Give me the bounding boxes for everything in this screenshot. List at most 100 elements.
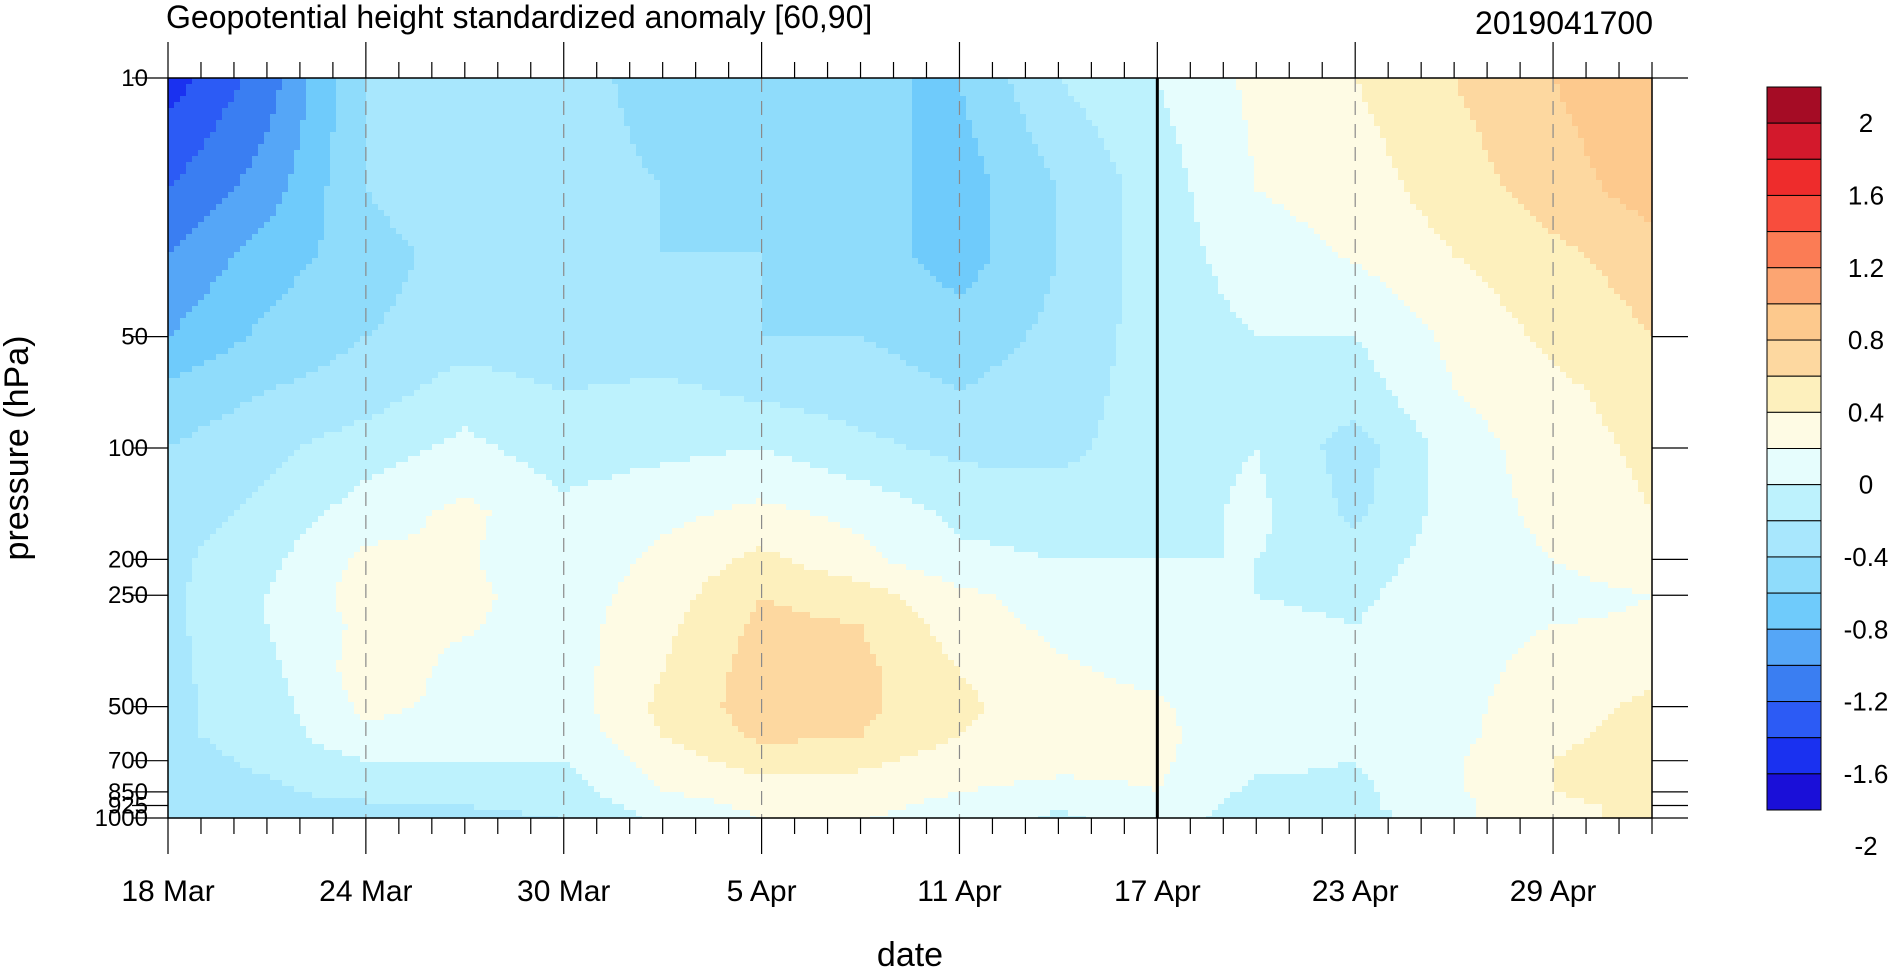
contour-cell — [624, 78, 631, 85]
contour-cell — [1512, 162, 1519, 169]
contour-cell — [504, 126, 511, 133]
contour-cell — [762, 90, 769, 97]
contour-cell — [504, 84, 511, 91]
contour-cell — [1542, 150, 1549, 157]
contour-cell — [624, 102, 631, 109]
contour-cell — [1098, 120, 1105, 127]
contour-cell — [378, 186, 385, 193]
contour-cell — [642, 114, 649, 121]
contour-cell — [1530, 132, 1537, 139]
contour-cell — [1386, 156, 1393, 163]
contour-cell — [936, 186, 943, 193]
contour-cell — [966, 168, 973, 175]
contour-cell — [1188, 114, 1195, 121]
contour-cell — [300, 180, 307, 187]
contour-cell — [804, 78, 811, 85]
contour-cell — [1626, 162, 1633, 169]
contour-cell — [1326, 180, 1333, 187]
contour-cell — [696, 84, 703, 91]
contour-cell — [408, 180, 415, 187]
contour-cell — [780, 162, 787, 169]
contour-cell — [1134, 108, 1141, 115]
contour-cell — [1452, 156, 1459, 163]
contour-cell — [1554, 96, 1561, 103]
contour-cell — [828, 174, 835, 181]
contour-cell — [762, 138, 769, 145]
contour-cell — [294, 180, 301, 187]
contour-cell — [1212, 78, 1219, 85]
contour-cell — [1158, 144, 1165, 151]
contour-cell — [678, 180, 685, 187]
contour-cell — [378, 138, 385, 145]
contour-cell — [858, 90, 865, 97]
contour-cell — [978, 168, 985, 175]
contour-cell — [792, 126, 799, 133]
contour-cell — [1332, 138, 1339, 145]
contour-cell — [258, 156, 265, 163]
contour-cell — [366, 102, 373, 109]
contour-cell — [1458, 108, 1465, 115]
contour-cell — [1452, 120, 1459, 127]
contour-cell — [1032, 162, 1039, 169]
contour-cell — [1428, 120, 1435, 127]
contour-cell — [396, 120, 403, 127]
contour-cell — [402, 168, 409, 175]
contour-cell — [1002, 102, 1009, 109]
contour-cell — [864, 102, 871, 109]
contour-cell — [1512, 96, 1519, 103]
contour-cell — [1464, 180, 1471, 187]
contour-cell — [684, 138, 691, 145]
contour-cell — [966, 150, 973, 157]
contour-cell — [1398, 114, 1405, 121]
contour-cell — [180, 180, 187, 187]
contour-cell — [1488, 156, 1495, 163]
contour-cell — [1308, 192, 1315, 199]
contour-cell — [1626, 168, 1633, 175]
contour-cell — [1338, 138, 1345, 145]
contour-cell — [1278, 138, 1285, 145]
contour-cell — [462, 132, 469, 139]
contour-cell — [426, 108, 433, 115]
contour-cell — [510, 156, 517, 163]
contour-cell — [1344, 126, 1351, 133]
contour-cell — [876, 144, 883, 151]
contour-cell — [582, 96, 589, 103]
contour-cell — [450, 144, 457, 151]
contour-cell — [792, 90, 799, 97]
contour-cell — [624, 186, 631, 193]
contour-cell — [456, 144, 463, 151]
contour-cell — [1038, 156, 1045, 163]
contour-cell — [726, 114, 733, 121]
contour-cell — [876, 150, 883, 157]
contour-cell — [318, 132, 325, 139]
contour-cell — [1254, 168, 1261, 175]
contour-cell — [762, 120, 769, 127]
contour-cell — [1008, 162, 1015, 169]
contour-cell — [1080, 192, 1087, 199]
contour-cell — [1506, 120, 1513, 127]
contour-cell — [264, 144, 271, 151]
contour-cell — [1542, 96, 1549, 103]
contour-cell — [948, 108, 955, 115]
contour-cell — [288, 198, 295, 205]
contour-cell — [1044, 156, 1051, 163]
contour-cell — [1182, 138, 1189, 145]
contour-cell — [246, 198, 253, 205]
contour-cell — [1452, 126, 1459, 133]
contour-cell — [492, 132, 499, 139]
contour-cell — [1116, 168, 1123, 175]
contour-cell — [552, 120, 559, 127]
contour-cell — [1014, 108, 1021, 115]
contour-cell — [198, 198, 205, 205]
contour-cell — [1290, 162, 1297, 169]
contour-cell — [858, 78, 865, 85]
contour-cell — [1320, 162, 1327, 169]
contour-cell — [774, 132, 781, 139]
contour-cell — [294, 132, 301, 139]
contour-cell — [636, 132, 643, 139]
contour-cell — [1410, 126, 1417, 133]
contour-cell — [390, 102, 397, 109]
contour-cell — [738, 168, 745, 175]
contour-cell — [324, 156, 331, 163]
contour-cell — [276, 90, 283, 97]
